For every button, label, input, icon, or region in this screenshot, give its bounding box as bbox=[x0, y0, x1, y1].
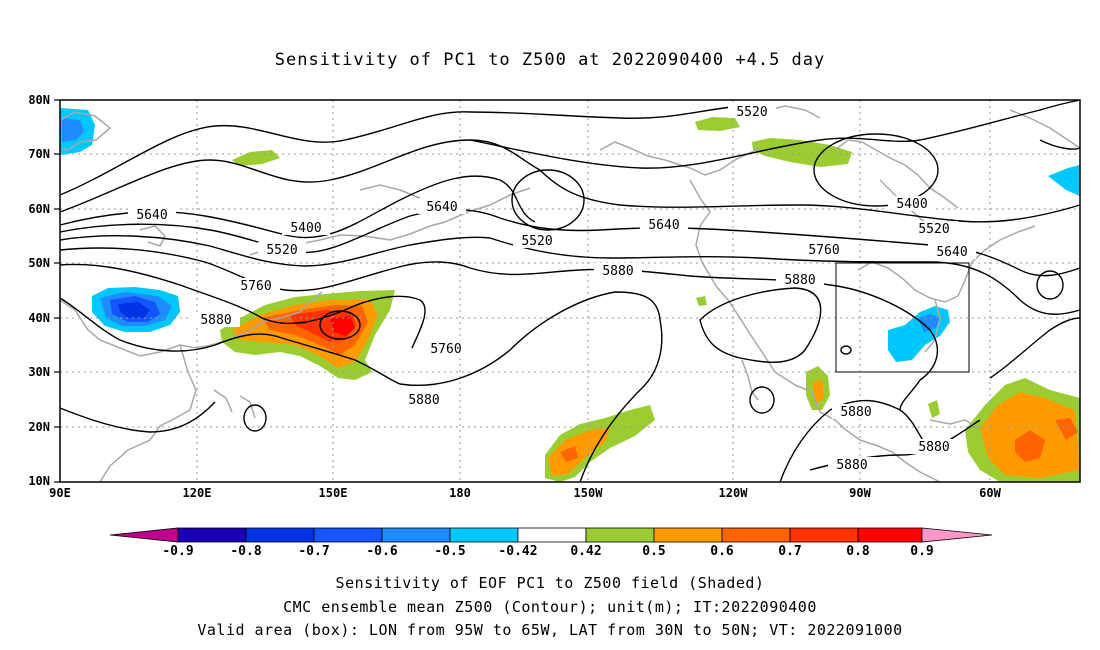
colorbar-segment bbox=[653, 527, 723, 543]
colorbar-label: -0.6 bbox=[366, 544, 398, 559]
colorbar-segment bbox=[517, 527, 587, 543]
lat-label: 10N bbox=[28, 474, 50, 488]
colorbar-label: -0.5 bbox=[434, 544, 466, 559]
figure-title: Sensitivity of PC1 to Z500 at 2022090400… bbox=[274, 50, 826, 70]
contour-label: 5520 bbox=[521, 234, 552, 249]
lon-label: 120E bbox=[182, 486, 212, 500]
valid-area-box bbox=[835, 262, 970, 373]
colorbar-label: 0.6 bbox=[710, 544, 734, 559]
shaded-sensitivity bbox=[60, 108, 1080, 482]
contour-label: 5400 bbox=[290, 221, 321, 236]
colorbar-segment bbox=[721, 527, 791, 543]
shade-positive-small bbox=[232, 150, 280, 166]
colorbar-label: -0.42 bbox=[498, 544, 538, 559]
lon-label: 90E bbox=[49, 486, 71, 500]
lat-label: 60N bbox=[28, 202, 50, 216]
contour-label: 5880 bbox=[836, 458, 867, 473]
colorbar-label: -0.7 bbox=[298, 544, 330, 559]
colorbar-label: 0.42 bbox=[570, 544, 602, 559]
lat-label: 30N bbox=[28, 365, 50, 379]
contour-label: 5640 bbox=[648, 218, 679, 233]
colorbar-label: 0.9 bbox=[910, 544, 934, 559]
colorbar-label: 0.5 bbox=[642, 544, 666, 559]
lon-label: 90W bbox=[849, 486, 871, 500]
lon-label: 150W bbox=[573, 486, 603, 500]
colorbar-label: -0.8 bbox=[230, 544, 262, 559]
lon-label: 180 bbox=[449, 486, 471, 500]
colorbar-min-arrow bbox=[109, 527, 179, 543]
contour-label: 5880 bbox=[784, 273, 815, 288]
colorbar-segment bbox=[313, 527, 383, 543]
contour-label: 5760 bbox=[808, 243, 839, 258]
colorbar-label: -0.9 bbox=[162, 544, 194, 559]
footer-line-2: CMC ensemble mean Z500 (Contour); unit(m… bbox=[283, 598, 817, 616]
colorbar-segment bbox=[585, 527, 655, 543]
footer-line-1: Sensitivity of EOF PC1 to Z500 field (Sh… bbox=[335, 574, 765, 592]
shade-negative-east bbox=[1048, 165, 1080, 196]
lon-label: 120W bbox=[718, 486, 748, 500]
contour-label: 5400 bbox=[896, 197, 927, 212]
colorbar-label: 0.8 bbox=[846, 544, 870, 559]
contour-label: 5880 bbox=[602, 264, 633, 279]
colorbar-max-arrow bbox=[921, 527, 993, 543]
lat-label: 70N bbox=[28, 147, 50, 161]
colorbar-segment bbox=[857, 527, 923, 543]
contour-label: 5640 bbox=[426, 200, 457, 215]
map-background bbox=[60, 100, 1080, 482]
contour-label: 5520 bbox=[266, 243, 297, 258]
contour-label: 5760 bbox=[240, 279, 271, 294]
colorbar-segment bbox=[449, 527, 519, 543]
lat-label: 50N bbox=[28, 256, 50, 270]
lon-label: 60W bbox=[979, 486, 1001, 500]
contour-label: 5640 bbox=[136, 208, 167, 223]
contour-label: 5520 bbox=[918, 222, 949, 237]
contour-label: 5880 bbox=[408, 393, 439, 408]
lon-label: 150E bbox=[318, 486, 348, 500]
contour-label: 5640 bbox=[936, 245, 967, 260]
colorbar-segment bbox=[245, 527, 315, 543]
contour-label: 5520 bbox=[736, 105, 767, 120]
colorbar-label: 0.7 bbox=[778, 544, 802, 559]
contour-label: 5880 bbox=[918, 440, 949, 455]
contour-labels: 5520 5640 5400 5520 5760 5880 5640 5520 … bbox=[128, 103, 976, 473]
lat-label: 40N bbox=[28, 311, 50, 325]
contour-label: 5880 bbox=[200, 313, 231, 328]
colorbar-segment bbox=[381, 527, 451, 543]
lat-label: 80N bbox=[28, 93, 50, 107]
contour-label: 5880 bbox=[840, 405, 871, 420]
contour-label: 5760 bbox=[430, 342, 461, 357]
colorbar-segment bbox=[177, 527, 247, 543]
colorbar-segment bbox=[789, 527, 859, 543]
colorbar bbox=[109, 527, 993, 543]
map-border bbox=[59, 99, 1081, 483]
footer-line-3: Valid area (box): LON from 95W to 65W, L… bbox=[197, 621, 903, 639]
lat-label: 20N bbox=[28, 420, 50, 434]
